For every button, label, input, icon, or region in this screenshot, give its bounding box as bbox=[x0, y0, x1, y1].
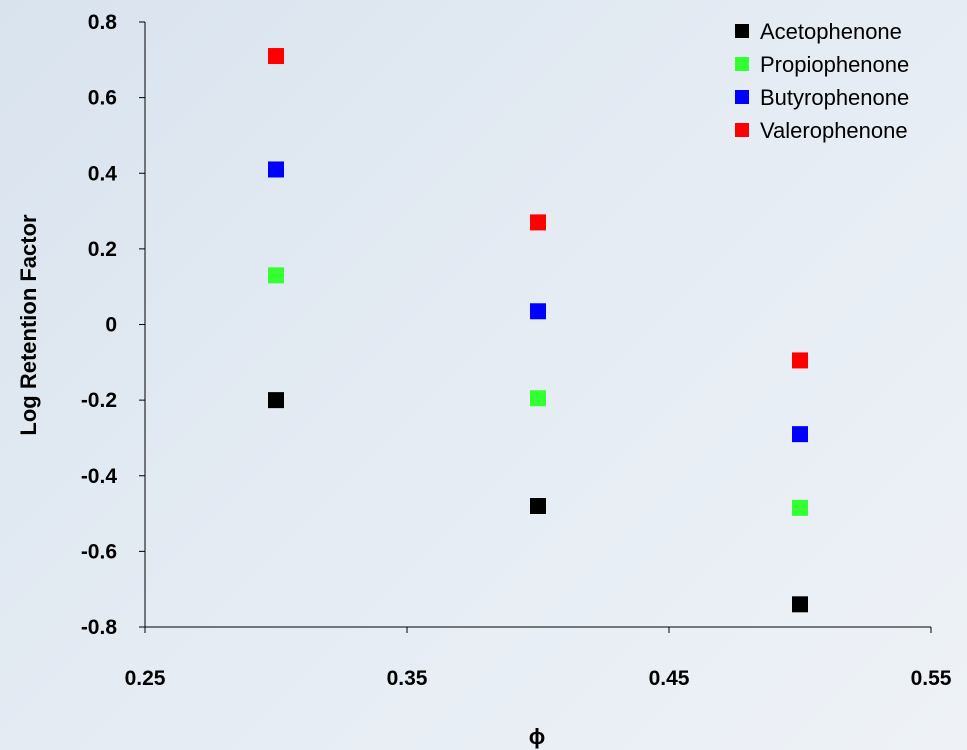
point-propiophenone-1 bbox=[268, 267, 284, 284]
point-butyrophenone-3 bbox=[792, 426, 808, 443]
y-tick-label: 0.2 bbox=[88, 238, 117, 261]
x-tick-label: 0.35 bbox=[387, 667, 428, 690]
y-tick-label: 0.8 bbox=[88, 11, 118, 34]
y-tick-label: 0 bbox=[105, 314, 117, 337]
point-valerophenone-3 bbox=[792, 352, 808, 369]
legend-label-valerophenone: Valerophenone bbox=[760, 118, 908, 143]
legend-label-propiophenone: Propiophenone bbox=[760, 52, 909, 77]
x-tick-label: 0.25 bbox=[125, 667, 166, 690]
legend-swatch-butyrophenone bbox=[735, 90, 749, 104]
y-tick-label: 0.6 bbox=[88, 87, 117, 110]
legend-swatch-valerophenone bbox=[735, 123, 749, 137]
data-points bbox=[268, 48, 808, 613]
y-axis: 0.8 0.6 0.4 0.2 0 -0.2 -0.4 -0.6 -0.8 bbox=[81, 11, 146, 639]
legend-swatch-acetophenone bbox=[735, 24, 749, 38]
y-tick-label: -0.8 bbox=[81, 616, 118, 639]
point-acetophenone-2 bbox=[530, 498, 546, 514]
x-axis: 0.25 0.35 0.45 0.55 bbox=[125, 626, 952, 690]
legend-label-butyrophenone: Butyrophenone bbox=[760, 85, 909, 110]
point-propiophenone-3 bbox=[792, 499, 808, 516]
x-tick-label: 0.45 bbox=[649, 667, 690, 690]
point-valerophenone-2 bbox=[530, 214, 546, 231]
point-acetophenone-3 bbox=[792, 596, 808, 613]
legend-swatch-propiophenone bbox=[735, 57, 749, 71]
point-butyrophenone-1 bbox=[268, 161, 284, 178]
point-butyrophenone-2 bbox=[530, 303, 546, 320]
point-propiophenone-2 bbox=[530, 390, 546, 407]
y-tick-label: 0.4 bbox=[88, 162, 118, 185]
legend-label-acetophenone: Acetophenone bbox=[760, 19, 902, 44]
point-valerophenone-1 bbox=[268, 48, 284, 65]
legend: Acetophenone Propiophenone Butyrophenone Va… bbox=[735, 19, 909, 143]
x-axis-title: ϕ bbox=[529, 724, 546, 749]
y-axis-title: Log Retention Factor bbox=[16, 214, 41, 436]
y-tick-label: -0.6 bbox=[81, 540, 117, 563]
point-acetophenone-1 bbox=[268, 392, 284, 409]
y-tick-label: -0.2 bbox=[81, 389, 117, 412]
x-tick-label: 0.55 bbox=[911, 667, 952, 690]
y-tick-label: -0.4 bbox=[81, 465, 118, 488]
